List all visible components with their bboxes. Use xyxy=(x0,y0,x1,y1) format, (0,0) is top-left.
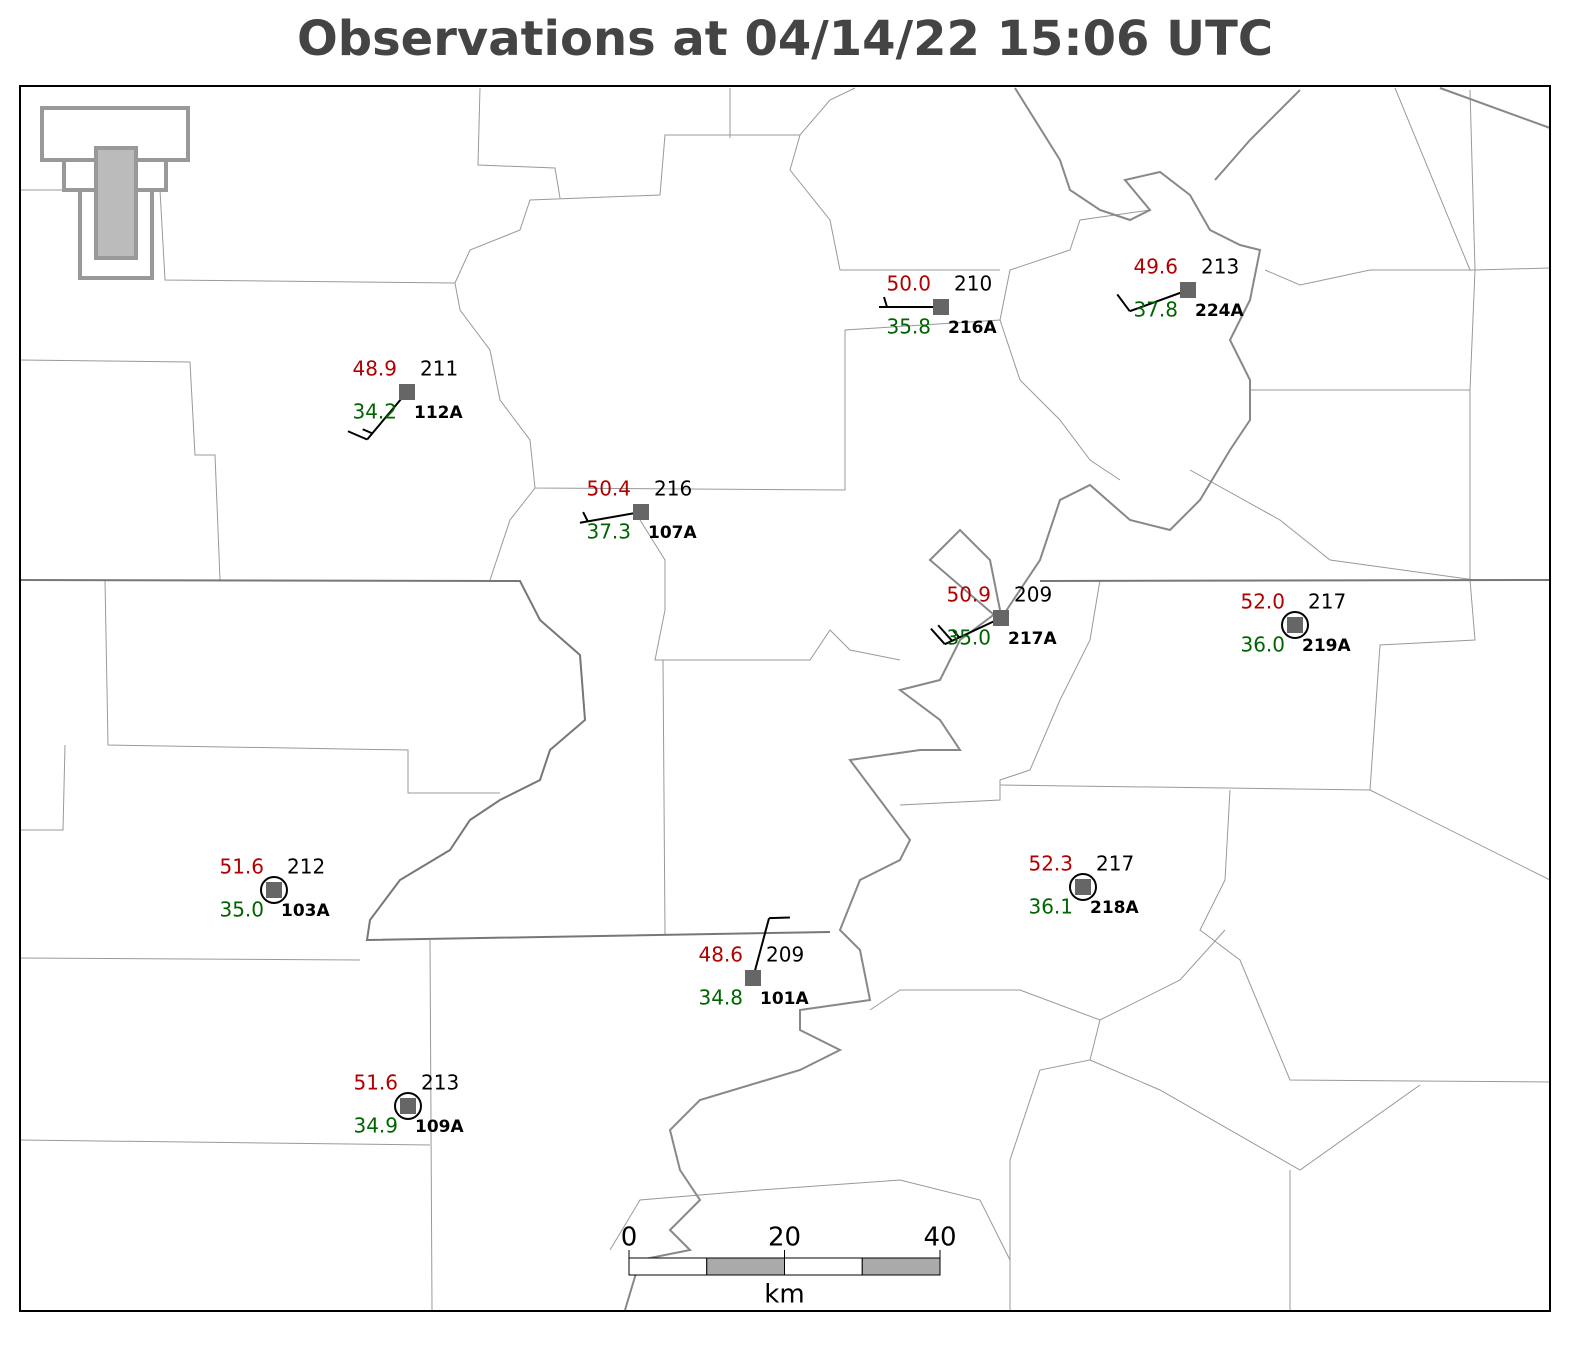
station-marker xyxy=(399,384,415,400)
station-id: 219A xyxy=(1302,636,1351,656)
station-id: 112A xyxy=(414,403,463,423)
station-marker xyxy=(1180,282,1196,298)
dewpoint: 37.8 xyxy=(1133,298,1178,322)
temperature: 48.6 xyxy=(698,943,743,967)
boundaries xyxy=(19,87,1551,1311)
pressure: 216 xyxy=(654,477,692,501)
dewpoint: 35.8 xyxy=(886,315,931,339)
station-marker xyxy=(400,1098,416,1114)
temperature: 50.4 xyxy=(586,477,631,501)
station-id: 107A xyxy=(648,523,697,543)
temperature: 50.9 xyxy=(946,583,991,607)
temperature: 48.9 xyxy=(352,357,397,381)
calm-circle xyxy=(1281,611,1309,639)
pressure: 217 xyxy=(1308,590,1346,614)
logo xyxy=(40,106,190,280)
scale-segment xyxy=(706,1257,785,1276)
station-id: 103A xyxy=(281,901,330,921)
dewpoint: 37.3 xyxy=(586,520,631,544)
dewpoint: 36.0 xyxy=(1240,633,1285,657)
station-marker xyxy=(993,610,1009,626)
wind-barb xyxy=(579,511,642,524)
wind-barb xyxy=(930,617,1002,646)
dewpoint: 35.0 xyxy=(219,898,264,922)
station-id: 218A xyxy=(1090,898,1139,918)
station-id: 216A xyxy=(948,318,997,338)
map-frame xyxy=(19,85,1551,1312)
station-marker xyxy=(1287,617,1303,633)
pressure: 210 xyxy=(954,272,992,296)
calm-circle xyxy=(394,1092,422,1120)
temperature: 51.6 xyxy=(219,855,264,879)
temperature: 51.6 xyxy=(353,1071,398,1095)
scale-segment xyxy=(628,1257,708,1276)
pressure: 213 xyxy=(421,1071,459,1095)
dewpoint: 35.0 xyxy=(946,626,991,650)
wind-barb xyxy=(752,916,790,979)
scale-label: 20 xyxy=(768,1223,801,1253)
scale-label: 0 xyxy=(621,1223,638,1253)
station-marker xyxy=(745,970,761,986)
temperature: 52.0 xyxy=(1240,590,1285,614)
temperature: 50.0 xyxy=(886,272,931,296)
dewpoint: 34.8 xyxy=(698,986,743,1010)
dewpoint: 36.1 xyxy=(1028,895,1073,919)
stations: 48.9 211 34.2 112A 50.0 210 35.8 216A 49.6 213 37.… xyxy=(219,255,1351,1138)
wind-barb xyxy=(1116,289,1189,313)
station-marker xyxy=(1075,879,1091,895)
station-id: 217A xyxy=(1008,629,1057,649)
scale-bar: 0 20 40 km xyxy=(621,1223,957,1310)
temperature: 49.6 xyxy=(1133,255,1178,279)
pressure: 213 xyxy=(1201,255,1239,279)
pressure: 217 xyxy=(1096,852,1134,876)
station-marker xyxy=(633,504,649,520)
map-title: Observations at 04/14/22 15:06 UTC xyxy=(297,11,1273,67)
dewpoint: 34.9 xyxy=(353,1114,398,1138)
station-id: 224A xyxy=(1195,301,1244,321)
station-id: 101A xyxy=(760,989,809,1009)
station-marker xyxy=(933,299,949,315)
station-id: 109A xyxy=(415,1117,464,1137)
scale-segment xyxy=(784,1257,863,1276)
dewpoint: 34.2 xyxy=(352,400,397,424)
pressure: 209 xyxy=(766,943,804,967)
station-marker xyxy=(266,882,282,898)
scale-unit: km xyxy=(764,1280,804,1310)
temperature: 52.3 xyxy=(1028,852,1073,876)
pressure: 212 xyxy=(287,855,325,879)
wind-barb xyxy=(879,296,941,308)
calm-circle xyxy=(1069,873,1097,901)
pressure: 211 xyxy=(420,357,458,381)
scale-segment xyxy=(861,1257,941,1276)
pressure: 209 xyxy=(1014,583,1052,607)
calm-circle xyxy=(260,876,288,904)
scale-label: 40 xyxy=(923,1223,956,1253)
